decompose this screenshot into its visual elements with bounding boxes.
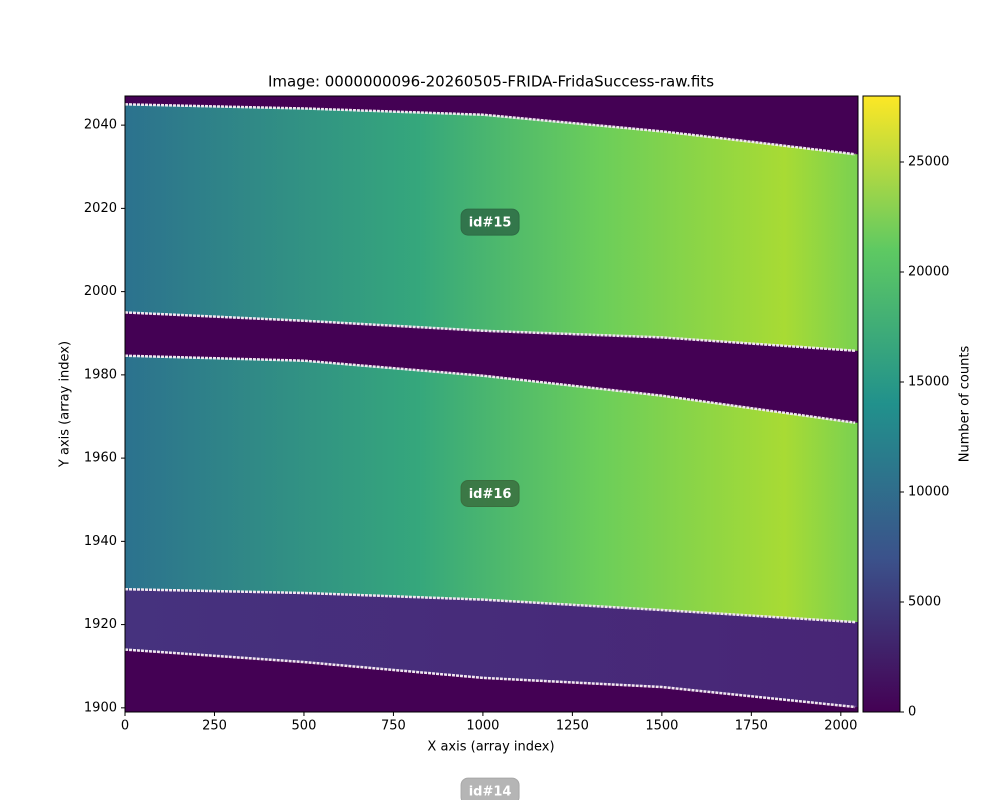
y-tick-label: 2020	[84, 201, 117, 216]
trace-boundary	[125, 354, 856, 424]
y-tick-label: 1960	[84, 451, 117, 466]
spectrum-band	[125, 589, 858, 708]
image	[125, 96, 858, 712]
y-tick-label: 2000	[84, 284, 117, 299]
y-axis-label: Y axis (array index)	[58, 341, 73, 468]
trace-boundary	[125, 311, 856, 352]
x-tick-label: 250	[202, 719, 227, 734]
y-tick-label: 1980	[84, 367, 117, 382]
y-tick-label: 1900	[84, 700, 117, 715]
colorbar	[862, 95, 901, 713]
colorbar-tick-label: 5000	[908, 595, 941, 610]
trace-boundary	[125, 587, 856, 624]
x-tick-label: 750	[381, 719, 406, 734]
plot-frame	[124, 95, 859, 713]
x-tick-label: 500	[292, 719, 317, 734]
chart-title: Image: 0000000096-20260505-FRIDA-FridaSu…	[268, 73, 714, 91]
annotation-label: id#14	[469, 785, 512, 800]
x-tick-label: 1000	[466, 719, 499, 734]
annotation-label: id#16	[469, 487, 512, 502]
annotation-box	[460, 208, 520, 236]
colorbar-tick-label: 10000	[908, 485, 949, 500]
colorbar-tick-label: 25000	[908, 155, 949, 170]
x-tick-label: 1500	[645, 719, 678, 734]
colorbar-label: Number of counts	[958, 346, 973, 463]
annotation-box	[460, 777, 520, 800]
x-tick-label: 1250	[556, 719, 589, 734]
colorbar-tick-label: 20000	[908, 265, 949, 280]
annotation-label: id#15	[469, 216, 512, 231]
annotation-box	[460, 479, 520, 507]
y-tick-label: 2040	[84, 118, 117, 133]
y-tick-label: 1920	[84, 617, 117, 632]
x-tick-label: 0	[121, 719, 129, 734]
y-tick-label: 1940	[84, 534, 117, 549]
x-axis-label: X axis (array index)	[427, 740, 554, 755]
colorbar-tick-label: 0	[908, 705, 916, 720]
x-tick-label: 2000	[824, 719, 857, 734]
x-tick-label: 1750	[735, 719, 768, 734]
colorbar-tick-label: 15000	[908, 375, 949, 390]
trace-boundary	[125, 648, 856, 709]
